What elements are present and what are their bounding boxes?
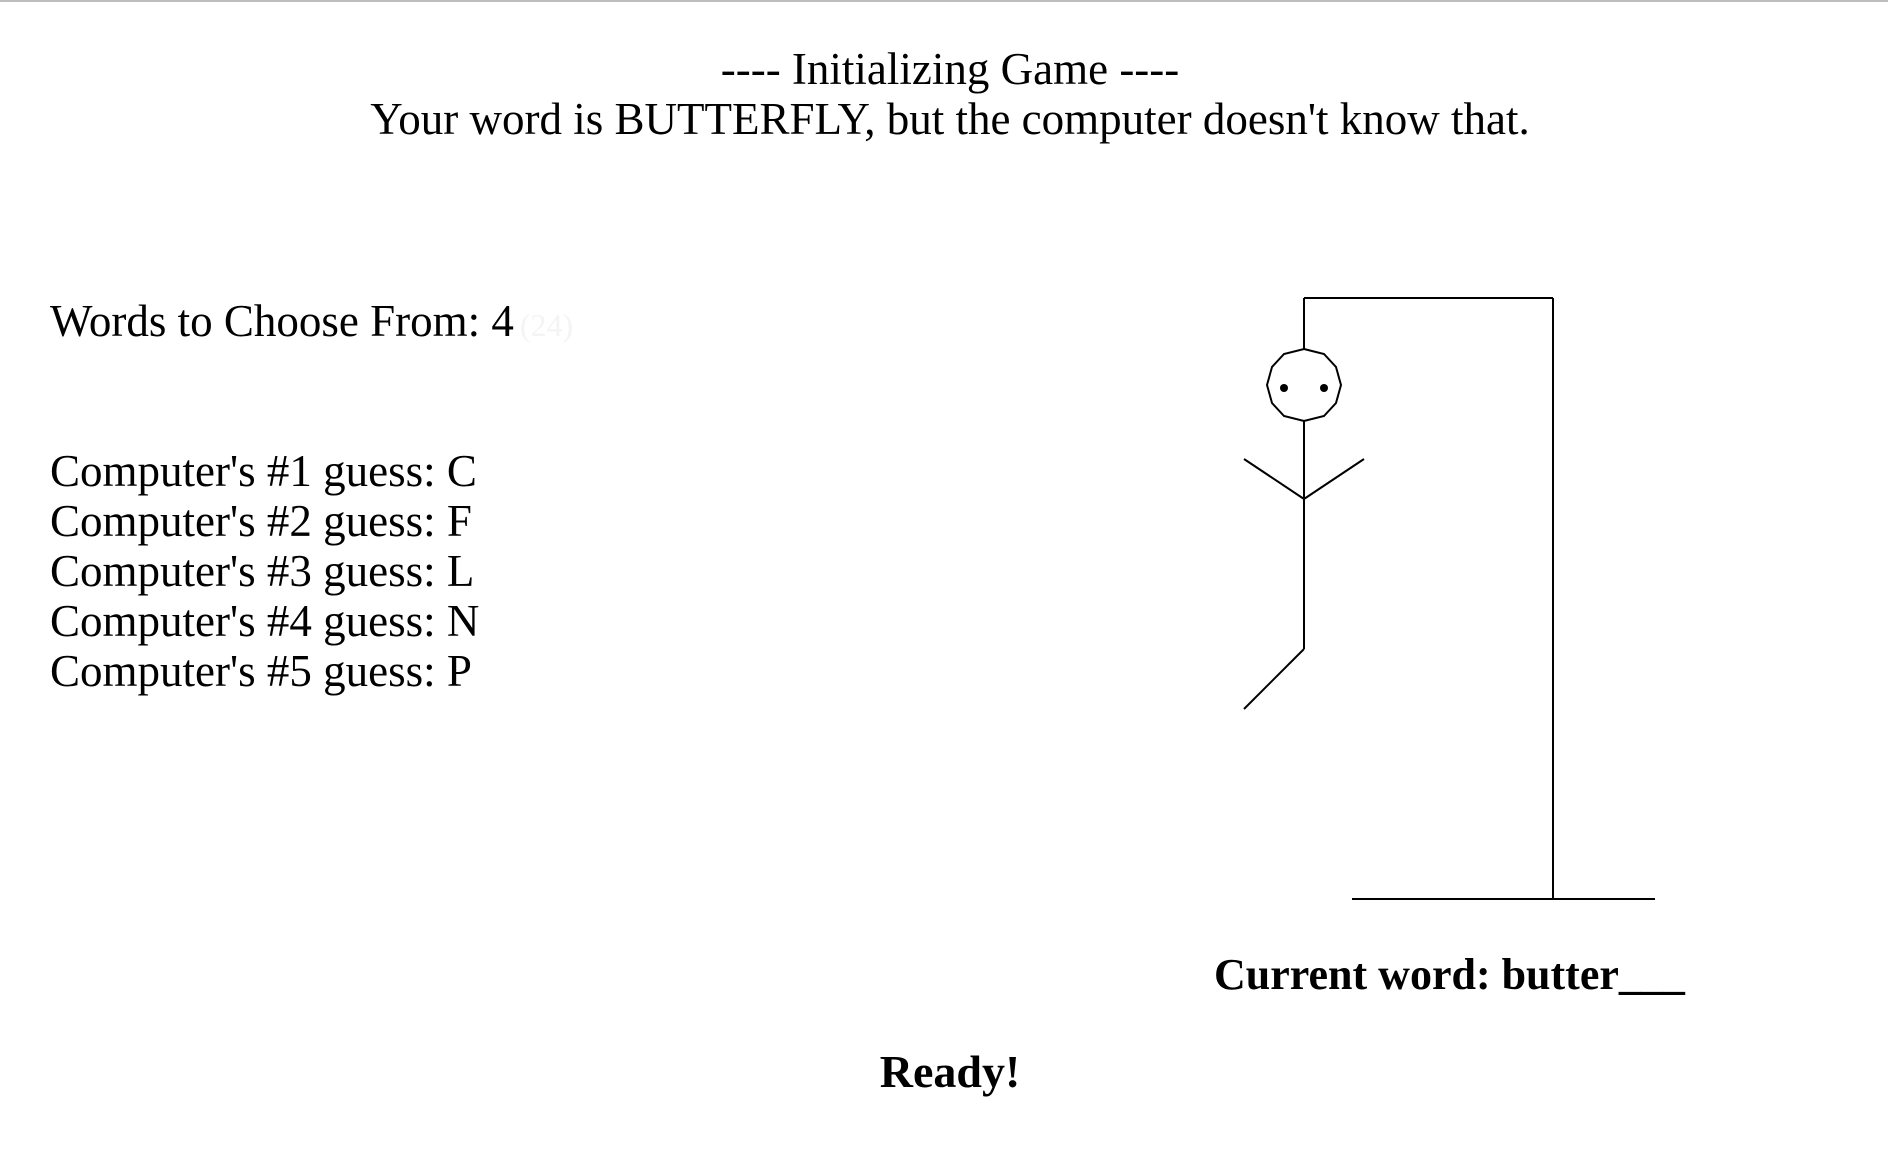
- hangman-head: [1265, 347, 1343, 423]
- words-to-choose-faded: (24): [519, 307, 574, 343]
- hangman-right-eye: [1320, 384, 1328, 392]
- header-subtitle: Your word is BUTTERFLY, but the computer…: [370, 94, 1530, 144]
- words-to-choose-label: Words to Choose From: 4: [50, 296, 514, 346]
- guess-item: Computer's #2 guess: F: [50, 496, 472, 546]
- status-message: Ready!: [879, 1046, 1021, 1097]
- guess-list: Computer's #1 guess: C Computer's #2 gue…: [50, 446, 479, 696]
- hangman-left-leg: [1243, 648, 1305, 710]
- guess-item: Computer's #5 guess: P: [50, 646, 472, 696]
- top-divider: [0, 0, 1888, 2]
- hangman-drawing: [1243, 297, 1655, 900]
- game-header: ---- Initializing Game ---- Your word is…: [0, 44, 1888, 144]
- hangman-left-eye: [1280, 384, 1288, 392]
- words-to-choose: Words to Choose From: 4 (24): [50, 296, 573, 350]
- current-word: Current word: butter___: [1214, 950, 1685, 999]
- guess-item: Computer's #3 guess: L: [50, 546, 475, 596]
- hangman-left-arm: [1243, 458, 1305, 500]
- header-title: ---- Initializing Game ----: [720, 44, 1180, 94]
- hangman-right-arm: [1303, 458, 1365, 500]
- guess-item: Computer's #4 guess: N: [50, 596, 480, 646]
- guess-item: Computer's #1 guess: C: [50, 446, 477, 496]
